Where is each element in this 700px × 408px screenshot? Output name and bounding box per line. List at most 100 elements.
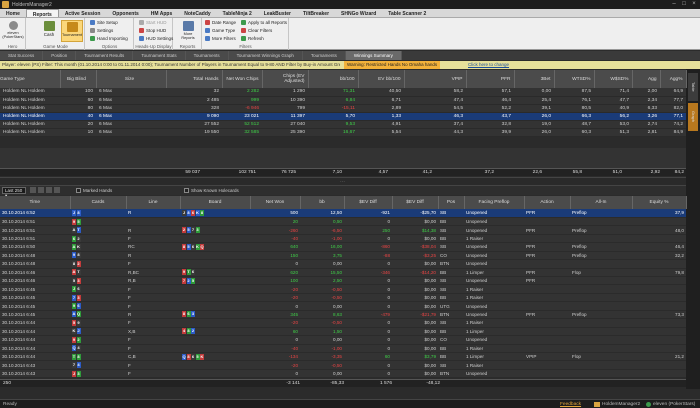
column-header[interactable]: Big Blind [60, 70, 97, 88]
game-type-button[interactable]: Game Type [205, 27, 235, 34]
menu-item-tableninja-2[interactable]: TableNinja 2 [222, 11, 252, 17]
column-header[interactable]: Total Hands [166, 70, 223, 88]
tab-tournaments[interactable]: Tournaments [185, 51, 229, 60]
column-header[interactable]: $EV Diff [392, 196, 439, 209]
column-header[interactable]: Line [126, 196, 181, 209]
menu-item-reports[interactable]: Reports [25, 9, 59, 18]
hand-row[interactable]: 30.10.2014 6:44 5 9 F -20 -0,50 0 $0,00 SB 1 Rais… [0, 318, 686, 328]
table-row[interactable]: Holdem NL Holdem 80 6 Max 328 -6 946 799 -15,1… [0, 104, 686, 113]
first-page-icon[interactable] [30, 187, 36, 193]
column-header[interactable]: Agg% [660, 70, 687, 88]
apply-all-button[interactable]: Apply to all Reports [241, 19, 287, 26]
table-row[interactable]: Holdem NL Holdem 20 6 Max 27 552 52 512 27 04… [0, 120, 686, 129]
more-filters-button[interactable]: More Filters [205, 35, 236, 42]
tab-position[interactable]: Position [43, 51, 77, 60]
hand-row[interactable]: 30.10.2014 6:51 6 2 F -40 -1,00 0 $0,00 BB 1 Rais… [0, 234, 686, 244]
hand-row[interactable]: 30.10.2014 6:51 A T R 2 5 7 3 -260 -6,50 250 $14,38… [0, 225, 686, 235]
column-header[interactable]: Board [180, 196, 251, 209]
column-header[interactable]: Chips (EV Adjusted) [262, 70, 309, 88]
hand-row[interactable]: 30.10.2014 6:51 9 5 20 0,50 0 $0,00 BB Unopened [0, 217, 686, 227]
table-row[interactable]: Holdem NL Holdem 100 6 Max 32 2 282 1 290 71,3… [0, 88, 686, 97]
hand-row[interactable]: 30.10.2014 6:46 A T R,BC 9 T 6 620 15,50 -346 -$14… [0, 268, 686, 278]
show-known-checkbox[interactable] [184, 188, 189, 193]
change-filter-link[interactable]: Click here to change [468, 62, 510, 67]
stop-hud-button[interactable]: Stop HUD [139, 27, 166, 34]
table-row[interactable]: Holdem NL Holdem 10 6 Max 19 550 32 585 25 39… [0, 128, 686, 137]
minimize-icon[interactable]: – [672, 1, 676, 7]
column-header[interactable]: Equity % [632, 196, 687, 209]
hand-row[interactable]: 30.10.2014 6:46 5 3 R,B 7 2 5 100 2,50 0 $0,00 SB Un… [0, 276, 686, 286]
column-header[interactable]: 3Bet [514, 70, 555, 88]
table-row[interactable]: Holdem NL Holdem 40 6 Max 9 090 23 021 11 397… [0, 112, 686, 121]
menu-item-table-scanner-2[interactable]: Table Scanner 2 [388, 11, 427, 17]
column-header[interactable]: bb [300, 196, 345, 209]
marked-hands-checkbox[interactable] [76, 188, 81, 193]
tab-tournament-results[interactable]: Tournament Results [76, 51, 134, 60]
hand-row[interactable]: 30.10.2014 6:44 9 2 F 0 0,00 0 $0,00 CO Unopened [0, 335, 686, 345]
column-header[interactable]: Facing Preflop [464, 196, 525, 209]
next-page-icon[interactable] [46, 187, 52, 193]
column-header[interactable]: Pos [438, 196, 465, 209]
last-page-icon[interactable] [54, 187, 60, 193]
hand-row[interactable]: 30.10.2014 6:45 A Q R 8 6 3 345 8,63 -479 -$21,79 B… [0, 310, 686, 320]
tournament-button[interactable]: Tournament [61, 20, 83, 42]
tab-tournaments[interactable]: Tournaments [302, 51, 346, 60]
hand-row[interactable]: 30.10.2014 6:44 Q 4 F -40 -1,00 0 $0,00 BB 1 Rais… [0, 344, 686, 353]
hand-row[interactable]: 30.10.2014 6:44 T 8 C,B Q 8 6 5 K -134 -3,35 60 $3,7… [0, 352, 686, 362]
hand-row[interactable]: 30.10.2014 6:48 8 2 F 0 0,00 0 $0,00 BTN Unopened [0, 259, 686, 269]
table-row[interactable]: Holdem NL Holdem 60 6 Max 2 485 999 10 390 6,8… [0, 96, 686, 105]
tab-tournament-stats[interactable]: Tournament Stats [133, 51, 186, 60]
cash-button[interactable]: Cash [38, 20, 60, 42]
hero-button[interactable]: eleven (PokerStars) [2, 20, 24, 42]
menu-item-notecaddy[interactable]: NoteCaddy [184, 11, 211, 17]
hand-row[interactable]: 30.10.2014 6:50 A K RC 8 5 6 K Q 640 16,00 -860 -$38… [0, 242, 686, 252]
more-reports-button[interactable]: More Reports [177, 20, 199, 42]
column-header[interactable]: Cards [70, 196, 127, 209]
column-header[interactable]: $EV Diff [344, 196, 393, 209]
tab-stat-success[interactable]: Stat Success [0, 51, 44, 60]
menu-item-leakbuster[interactable]: LeakBuster [263, 11, 291, 17]
page-size-select[interactable]: Last 250 ▾ [2, 187, 26, 198]
column-header[interactable]: bb/100 [308, 70, 359, 88]
menu-item-opponents[interactable]: Opponents [112, 11, 139, 17]
tab-winnings-summary[interactable]: Winnings Summary [345, 51, 402, 60]
feedback-link[interactable]: Feedback [560, 402, 582, 407]
menu-item-active-session[interactable]: Active Session [64, 11, 101, 17]
hud-settings-button[interactable]: HUD Settings [139, 35, 173, 42]
column-header[interactable]: Net Won Chips [222, 70, 263, 88]
refresh-button[interactable]: Refresh [241, 35, 264, 42]
hand-row[interactable]: 30.10.2014 6:43 7 4 F -20 -0,50 0 $0,00 SB 1 Rais… [0, 360, 686, 370]
hand-row[interactable]: 30.10.2014 6:48 9 8 R 150 3,75 -88 -$3,25 CO Unop… [0, 251, 686, 261]
hand-importing-button[interactable]: Hand Importing [90, 35, 128, 42]
site-setup-button[interactable]: Site Setup [90, 19, 118, 26]
column-header[interactable]: Game Type [0, 70, 61, 88]
menu-item-hm-apps[interactable]: HM Apps [150, 11, 173, 17]
hand-row[interactable]: 30.10.2014 6:45 7 3 F -20 -0,50 0 $0,00 BB 1 Rais… [0, 293, 686, 303]
column-header[interactable]: VPIP [404, 70, 467, 88]
hand-row[interactable]: 30.10.2014 6:45 J 6 F -20 -0,50 0 $0,00 SB 1 Rais… [0, 284, 686, 294]
hand-row[interactable]: 30.10.2014 6:45 9 6 F 0 0,00 0 $0,00 UTG Unopened [0, 301, 686, 311]
column-header[interactable]: All-In [570, 196, 633, 209]
column-header[interactable]: WTSD% [554, 70, 595, 88]
hand-row[interactable]: 30.10.2014 6:43 J 3 F 0 0,00 0 $0,00 BTN Unopened [0, 369, 686, 379]
side-tab-table[interactable]: Table [688, 73, 698, 101]
menu-item-home[interactable]: Home [6, 11, 20, 17]
hand-row[interactable]: 30.10.2014 6:52 J 8 R J 8 6 K 8 500 12,50 -921 -$25,… [0, 209, 686, 218]
column-header[interactable]: Size [96, 70, 167, 88]
column-header[interactable]: Time [0, 196, 71, 209]
menu-item-shngo-wizard[interactable]: SHNGo Wizard [341, 11, 377, 17]
column-header[interactable]: Agg [632, 70, 661, 88]
clear-filters-button[interactable]: Clear Filters [241, 27, 272, 34]
settings-button[interactable]: Settings [90, 27, 113, 34]
column-header[interactable]: Action [524, 196, 571, 209]
close-icon[interactable]: × [692, 1, 696, 7]
maximize-icon[interactable]: □ [682, 1, 686, 7]
side-tab-graph[interactable]: Graph [688, 103, 698, 131]
hand-row[interactable]: 30.10.2014 6:44 K J X,B 4 8 2 60 1,50 0 $0,00 BB 1 L… [0, 327, 686, 337]
menu-item-tiltbreaker[interactable]: TiltBreaker [303, 11, 330, 17]
column-header[interactable]: Net Won [250, 196, 301, 209]
column-header[interactable]: W$SD% [594, 70, 633, 88]
column-header[interactable]: PFR [466, 70, 515, 88]
start-hud-button[interactable]: Start HUD [139, 19, 167, 26]
column-header[interactable]: EV bb/100 [358, 70, 405, 88]
